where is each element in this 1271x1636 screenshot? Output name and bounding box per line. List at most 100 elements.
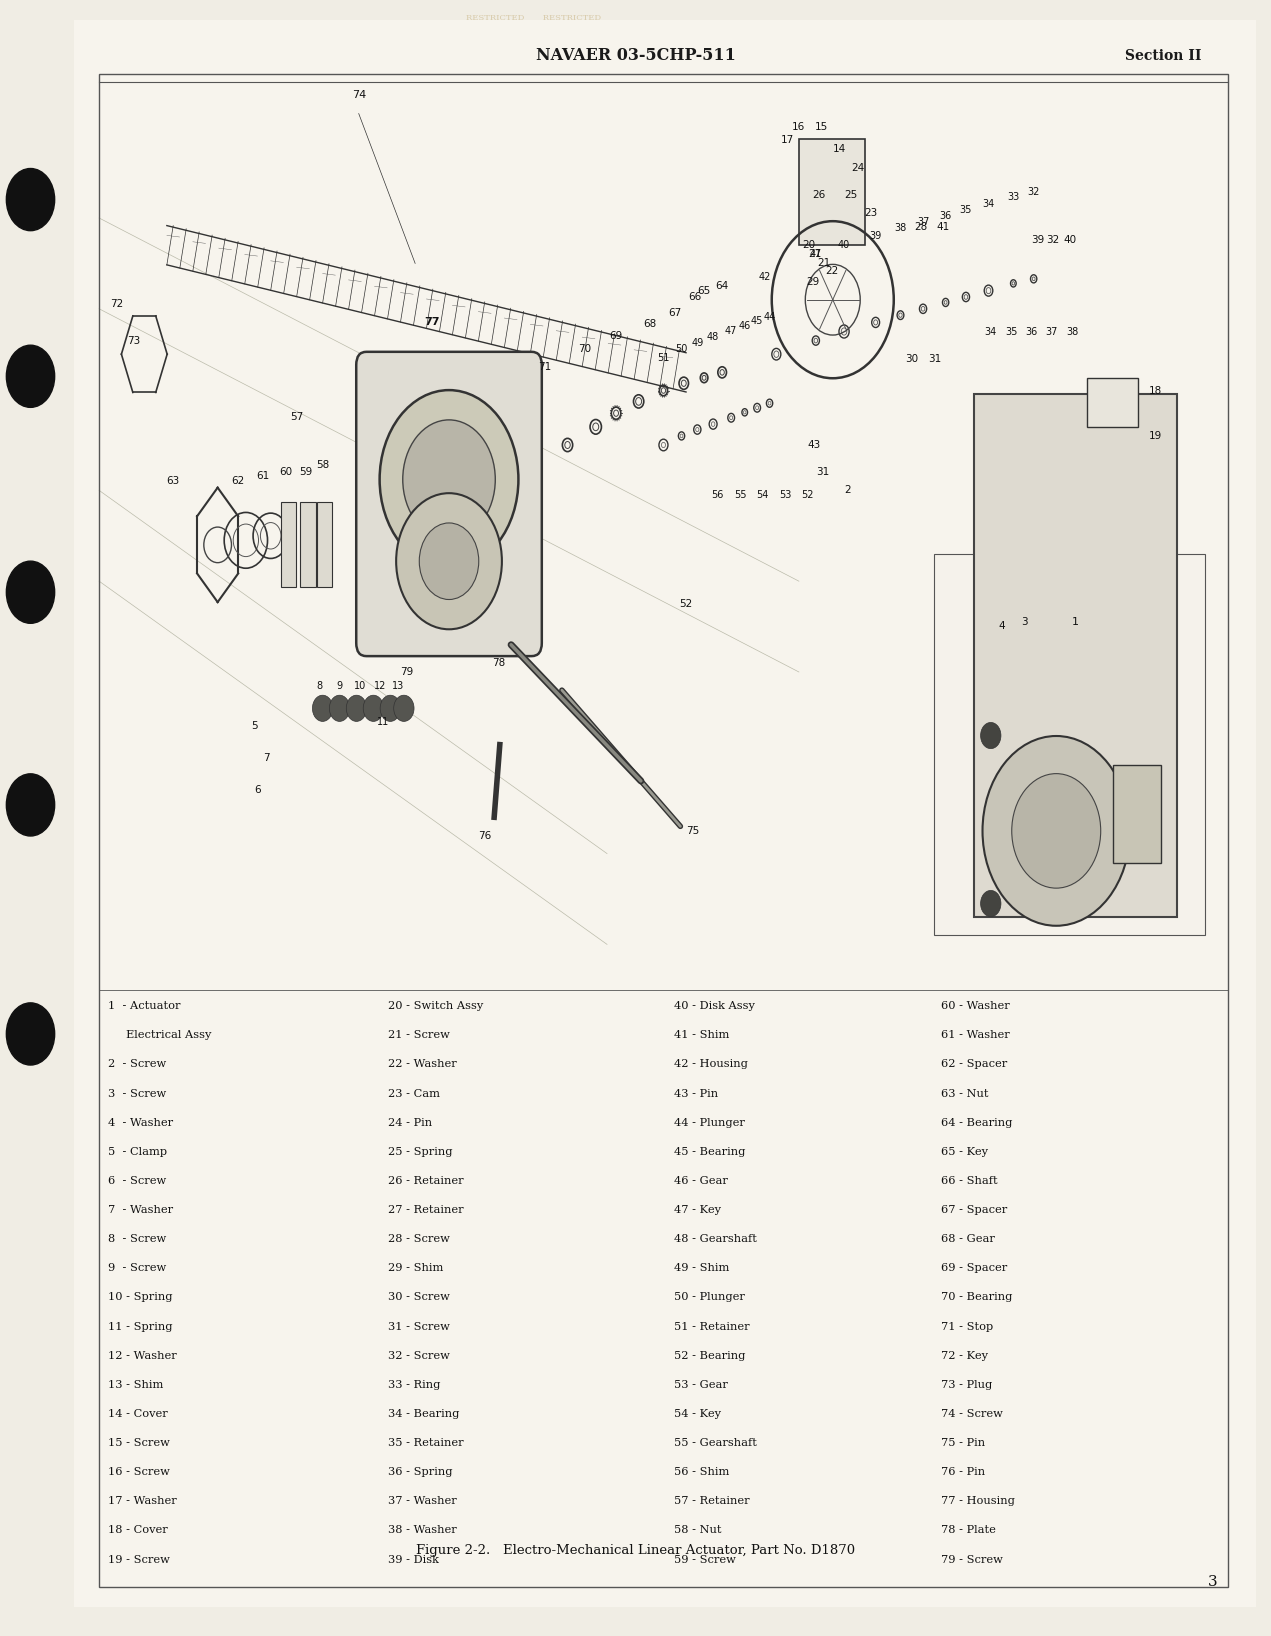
Text: 28 - Screw: 28 - Screw	[388, 1234, 450, 1245]
Text: 4: 4	[999, 622, 1005, 631]
Text: 30: 30	[905, 355, 919, 365]
Text: 32 - Screw: 32 - Screw	[388, 1351, 450, 1361]
Text: 60: 60	[278, 466, 292, 476]
Bar	[799, 139, 866, 245]
Text: 16: 16	[792, 121, 806, 133]
Text: 48: 48	[707, 332, 719, 342]
Text: 72 - Key: 72 - Key	[941, 1351, 988, 1361]
Text: 37: 37	[1046, 327, 1057, 337]
Text: 34 - Bearing: 34 - Bearing	[388, 1409, 459, 1418]
Text: 4  - Washer: 4 - Washer	[108, 1117, 173, 1127]
Text: 26 - Retainer: 26 - Retainer	[388, 1176, 464, 1186]
Text: 12 - Washer: 12 - Washer	[108, 1351, 177, 1361]
Circle shape	[403, 420, 496, 538]
Text: 7  - Washer: 7 - Washer	[108, 1206, 173, 1216]
Text: 53 - Gear: 53 - Gear	[674, 1379, 727, 1391]
Text: 41: 41	[810, 249, 822, 258]
Text: 23: 23	[864, 208, 877, 218]
Text: 36: 36	[1026, 327, 1037, 337]
Circle shape	[6, 561, 55, 623]
Text: 64: 64	[716, 281, 728, 291]
Text: 18: 18	[1149, 386, 1162, 396]
Text: 49: 49	[691, 339, 703, 348]
Text: 39 - Disk: 39 - Disk	[388, 1554, 438, 1564]
Circle shape	[6, 345, 55, 407]
FancyBboxPatch shape	[356, 352, 541, 656]
Text: 20: 20	[803, 240, 816, 250]
Text: 58: 58	[316, 460, 329, 471]
Text: 9: 9	[337, 681, 343, 690]
Bar	[281, 502, 296, 587]
Text: 32: 32	[1046, 236, 1060, 245]
Text: 27 - Retainer: 27 - Retainer	[388, 1206, 464, 1216]
Text: NAVAER 03-5CHP-511: NAVAER 03-5CHP-511	[535, 47, 736, 64]
Text: 36: 36	[939, 211, 952, 221]
Text: 35: 35	[960, 204, 972, 216]
Text: 42 - Housing: 42 - Housing	[674, 1060, 747, 1070]
Text: 54: 54	[756, 491, 769, 501]
Circle shape	[380, 389, 519, 569]
Text: 2  - Screw: 2 - Screw	[108, 1060, 167, 1070]
Text: 10: 10	[353, 681, 366, 690]
Text: 15: 15	[815, 121, 829, 133]
Text: 8  - Screw: 8 - Screw	[108, 1234, 167, 1245]
Text: 73 - Plug: 73 - Plug	[941, 1379, 991, 1391]
Text: 17 - Washer: 17 - Washer	[108, 1497, 177, 1507]
Text: 32: 32	[1027, 187, 1040, 196]
Text: 59 - Screw: 59 - Screw	[674, 1554, 736, 1564]
Text: 69: 69	[609, 330, 623, 340]
Text: 78 - Plate: 78 - Plate	[941, 1525, 995, 1536]
Text: 12: 12	[374, 681, 386, 690]
Text: 63: 63	[167, 476, 179, 486]
Text: 6  - Screw: 6 - Screw	[108, 1176, 167, 1186]
Text: 17: 17	[780, 136, 794, 146]
Bar	[300, 502, 315, 587]
Text: 20 - Switch Assy: 20 - Switch Assy	[388, 1001, 483, 1011]
Circle shape	[313, 695, 333, 721]
Text: 16 - Screw: 16 - Screw	[108, 1467, 170, 1477]
Text: 45: 45	[751, 316, 764, 326]
Text: 40 - Disk Assy: 40 - Disk Assy	[674, 1001, 755, 1011]
Circle shape	[981, 723, 1002, 749]
Text: 19 - Screw: 19 - Screw	[108, 1554, 170, 1564]
Text: 70: 70	[578, 344, 591, 355]
Circle shape	[1012, 774, 1101, 888]
Text: 21 - Screw: 21 - Screw	[388, 1031, 450, 1040]
Text: 28: 28	[914, 221, 928, 232]
Text: 37 - Washer: 37 - Washer	[388, 1497, 456, 1507]
Text: 24: 24	[852, 162, 864, 172]
Text: 51: 51	[657, 353, 670, 363]
Circle shape	[329, 695, 350, 721]
Text: 8: 8	[316, 681, 323, 690]
Text: 35: 35	[1005, 327, 1017, 337]
Text: 62: 62	[231, 476, 244, 486]
Text: 19: 19	[1149, 430, 1162, 442]
Text: 55 - Gearshaft: 55 - Gearshaft	[674, 1438, 756, 1448]
Text: 74: 74	[352, 90, 366, 100]
Text: 48 - Gearshaft: 48 - Gearshaft	[674, 1234, 756, 1245]
Text: 71: 71	[539, 362, 552, 373]
Text: 41 - Shim: 41 - Shim	[674, 1031, 730, 1040]
Text: 5: 5	[252, 721, 258, 731]
Text: 9  - Screw: 9 - Screw	[108, 1263, 167, 1273]
Text: 69 - Spacer: 69 - Spacer	[941, 1263, 1007, 1273]
Text: 63 - Nut: 63 - Nut	[941, 1088, 988, 1099]
Text: 79 - Screw: 79 - Screw	[941, 1554, 1003, 1564]
Text: 41: 41	[937, 221, 949, 232]
Text: 35 - Retainer: 35 - Retainer	[388, 1438, 464, 1448]
Text: 64 - Bearing: 64 - Bearing	[941, 1117, 1012, 1127]
Circle shape	[6, 169, 55, 231]
Text: 38: 38	[1066, 327, 1078, 337]
Text: 40: 40	[1064, 236, 1077, 245]
Text: 44 - Plunger: 44 - Plunger	[674, 1117, 745, 1127]
Text: 61 - Washer: 61 - Washer	[941, 1031, 1009, 1040]
Text: 11: 11	[377, 717, 390, 726]
Bar	[974, 394, 1177, 918]
Text: 47 - Key: 47 - Key	[674, 1206, 721, 1216]
Text: 53: 53	[779, 491, 792, 501]
Circle shape	[981, 890, 1002, 916]
Text: 61: 61	[257, 471, 269, 481]
Text: Figure 2-2.   Electro-Mechanical Linear Actuator, Part No. D1870: Figure 2-2. Electro-Mechanical Linear Ac…	[416, 1544, 855, 1557]
Text: 49 - Shim: 49 - Shim	[674, 1263, 730, 1273]
Text: 22 - Washer: 22 - Washer	[388, 1060, 456, 1070]
